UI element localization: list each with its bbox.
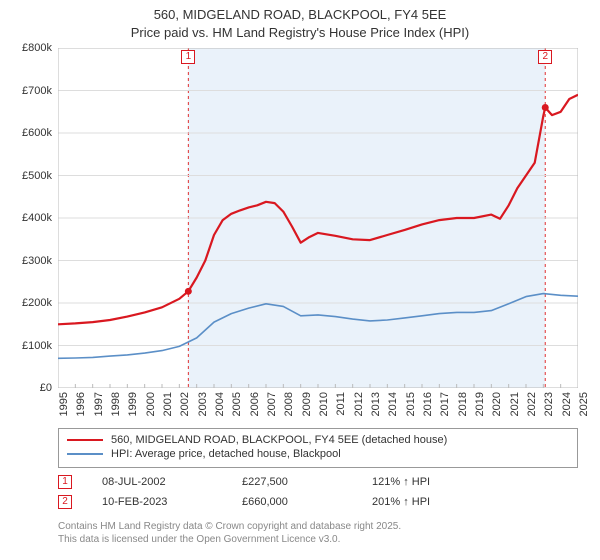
legend-swatch [67,453,103,455]
x-tick-label: 2017 [439,392,451,416]
y-tick-label: £600k [22,127,52,139]
x-tick-label: 1996 [75,392,87,416]
x-tick-label: 2016 [422,392,434,416]
x-tick-label: 2001 [162,392,174,416]
sale-row: 1 08-JUL-2002 £227,500 121% ↑ HPI [58,472,578,492]
footer: Contains HM Land Registry data © Crown c… [58,520,578,546]
x-tick-label: 2004 [214,392,226,416]
y-tick-label: £100k [22,340,52,352]
title-line-2: Price paid vs. HM Land Registry's House … [0,24,600,42]
sales-table: 1 08-JUL-2002 £227,500 121% ↑ HPI 2 10-F… [58,472,578,512]
x-tick-label: 2000 [145,392,157,416]
x-tick-label: 2013 [370,392,382,416]
y-tick-label: £200k [22,297,52,309]
chart-plot-area: £0£100k£200k£300k£400k£500k£600k£700k£80… [58,48,578,388]
x-tick-label: 2012 [353,392,365,416]
chart-svg [58,48,578,388]
x-tick-label: 2005 [231,392,243,416]
sale-row: 2 10-FEB-2023 £660,000 201% ↑ HPI [58,492,578,512]
y-tick-label: £800k [22,42,52,54]
sale-hpi: 121% ↑ HPI [372,476,482,488]
x-tick-label: 2018 [457,392,469,416]
footer-line-2: This data is licensed under the Open Gov… [58,533,578,546]
x-tick-label: 2011 [335,392,347,416]
sale-price: £227,500 [242,476,342,488]
x-tick-label: 1999 [127,392,139,416]
x-tick-label: 2022 [526,392,538,416]
legend-item: HPI: Average price, detached house, Blac… [67,447,569,461]
x-tick-label: 2008 [283,392,295,416]
x-tick-label: 2019 [474,392,486,416]
x-tick-label: 2015 [405,392,417,416]
footer-line-1: Contains HM Land Registry data © Crown c… [58,520,578,533]
x-tick-label: 2020 [491,392,503,416]
x-tick-label: 2007 [266,392,278,416]
sale-date: 10-FEB-2023 [102,496,212,508]
sale-marker-flag: 1 [181,50,195,64]
x-tick-label: 2025 [578,392,590,416]
x-tick-label: 2006 [249,392,261,416]
sale-date: 08-JUL-2002 [102,476,212,488]
x-tick-label: 1995 [58,392,70,416]
legend-label: 560, MIDGELAND ROAD, BLACKPOOL, FY4 5EE … [111,434,447,446]
x-tick-label: 2023 [543,392,555,416]
sale-marker-box: 2 [58,495,72,509]
title-block: 560, MIDGELAND ROAD, BLACKPOOL, FY4 5EE … [0,0,600,41]
x-tick-label: 1997 [93,392,105,416]
legend: 560, MIDGELAND ROAD, BLACKPOOL, FY4 5EE … [58,428,578,468]
y-tick-label: £500k [22,170,52,182]
y-tick-label: £400k [22,212,52,224]
x-tick-label: 2009 [301,392,313,416]
sale-marker-box: 1 [58,475,72,489]
y-tick-label: £300k [22,255,52,267]
title-line-1: 560, MIDGELAND ROAD, BLACKPOOL, FY4 5EE [0,6,600,24]
x-tick-label: 2024 [561,392,573,416]
sale-marker-flag: 2 [538,50,552,64]
x-tick-label: 1998 [110,392,122,416]
x-tick-label: 2010 [318,392,330,416]
legend-item: 560, MIDGELAND ROAD, BLACKPOOL, FY4 5EE … [67,433,569,447]
legend-label: HPI: Average price, detached house, Blac… [111,448,341,460]
sale-price: £660,000 [242,496,342,508]
x-tick-label: 2014 [387,392,399,416]
legend-swatch [67,439,103,441]
chart-container: 560, MIDGELAND ROAD, BLACKPOOL, FY4 5EE … [0,0,600,560]
x-tick-label: 2003 [197,392,209,416]
y-tick-label: £0 [40,382,52,394]
x-tick-label: 2021 [509,392,521,416]
y-tick-label: £700k [22,85,52,97]
sale-hpi: 201% ↑ HPI [372,496,482,508]
x-tick-label: 2002 [179,392,191,416]
